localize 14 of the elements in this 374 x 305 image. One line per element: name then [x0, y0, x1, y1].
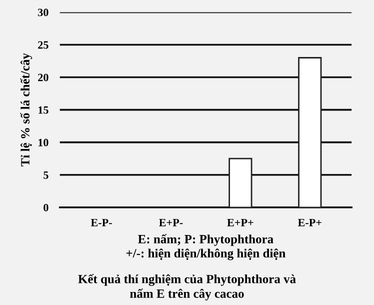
y-tick-label: 20: [38, 74, 48, 82]
y-tick-label: 5: [44, 171, 48, 179]
y-tick-label: 25: [38, 41, 48, 49]
y-tick-label: 10: [38, 138, 48, 146]
y-tick-label: 30: [38, 8, 48, 16]
y-axis-title: Tỉ lệ % số lá chết/cây: [20, 53, 32, 166]
text: Kết quả thí nghiệm của Phytophthora và nấm E trên cây cacao: [78, 274, 296, 300]
x-axis-title: E: nấm; P: Phytophthora +/-: hiện diện/không hiện diện: [126, 234, 286, 260]
x-tick-label: E-P-: [90, 218, 112, 226]
x-tick-label: E+P+: [227, 218, 254, 226]
x-tick-label: E-P+: [298, 218, 322, 226]
x-tick-label: E+P-: [159, 218, 183, 226]
y-tick-label: 0: [44, 204, 48, 212]
y-tick-label: 15: [38, 106, 48, 114]
